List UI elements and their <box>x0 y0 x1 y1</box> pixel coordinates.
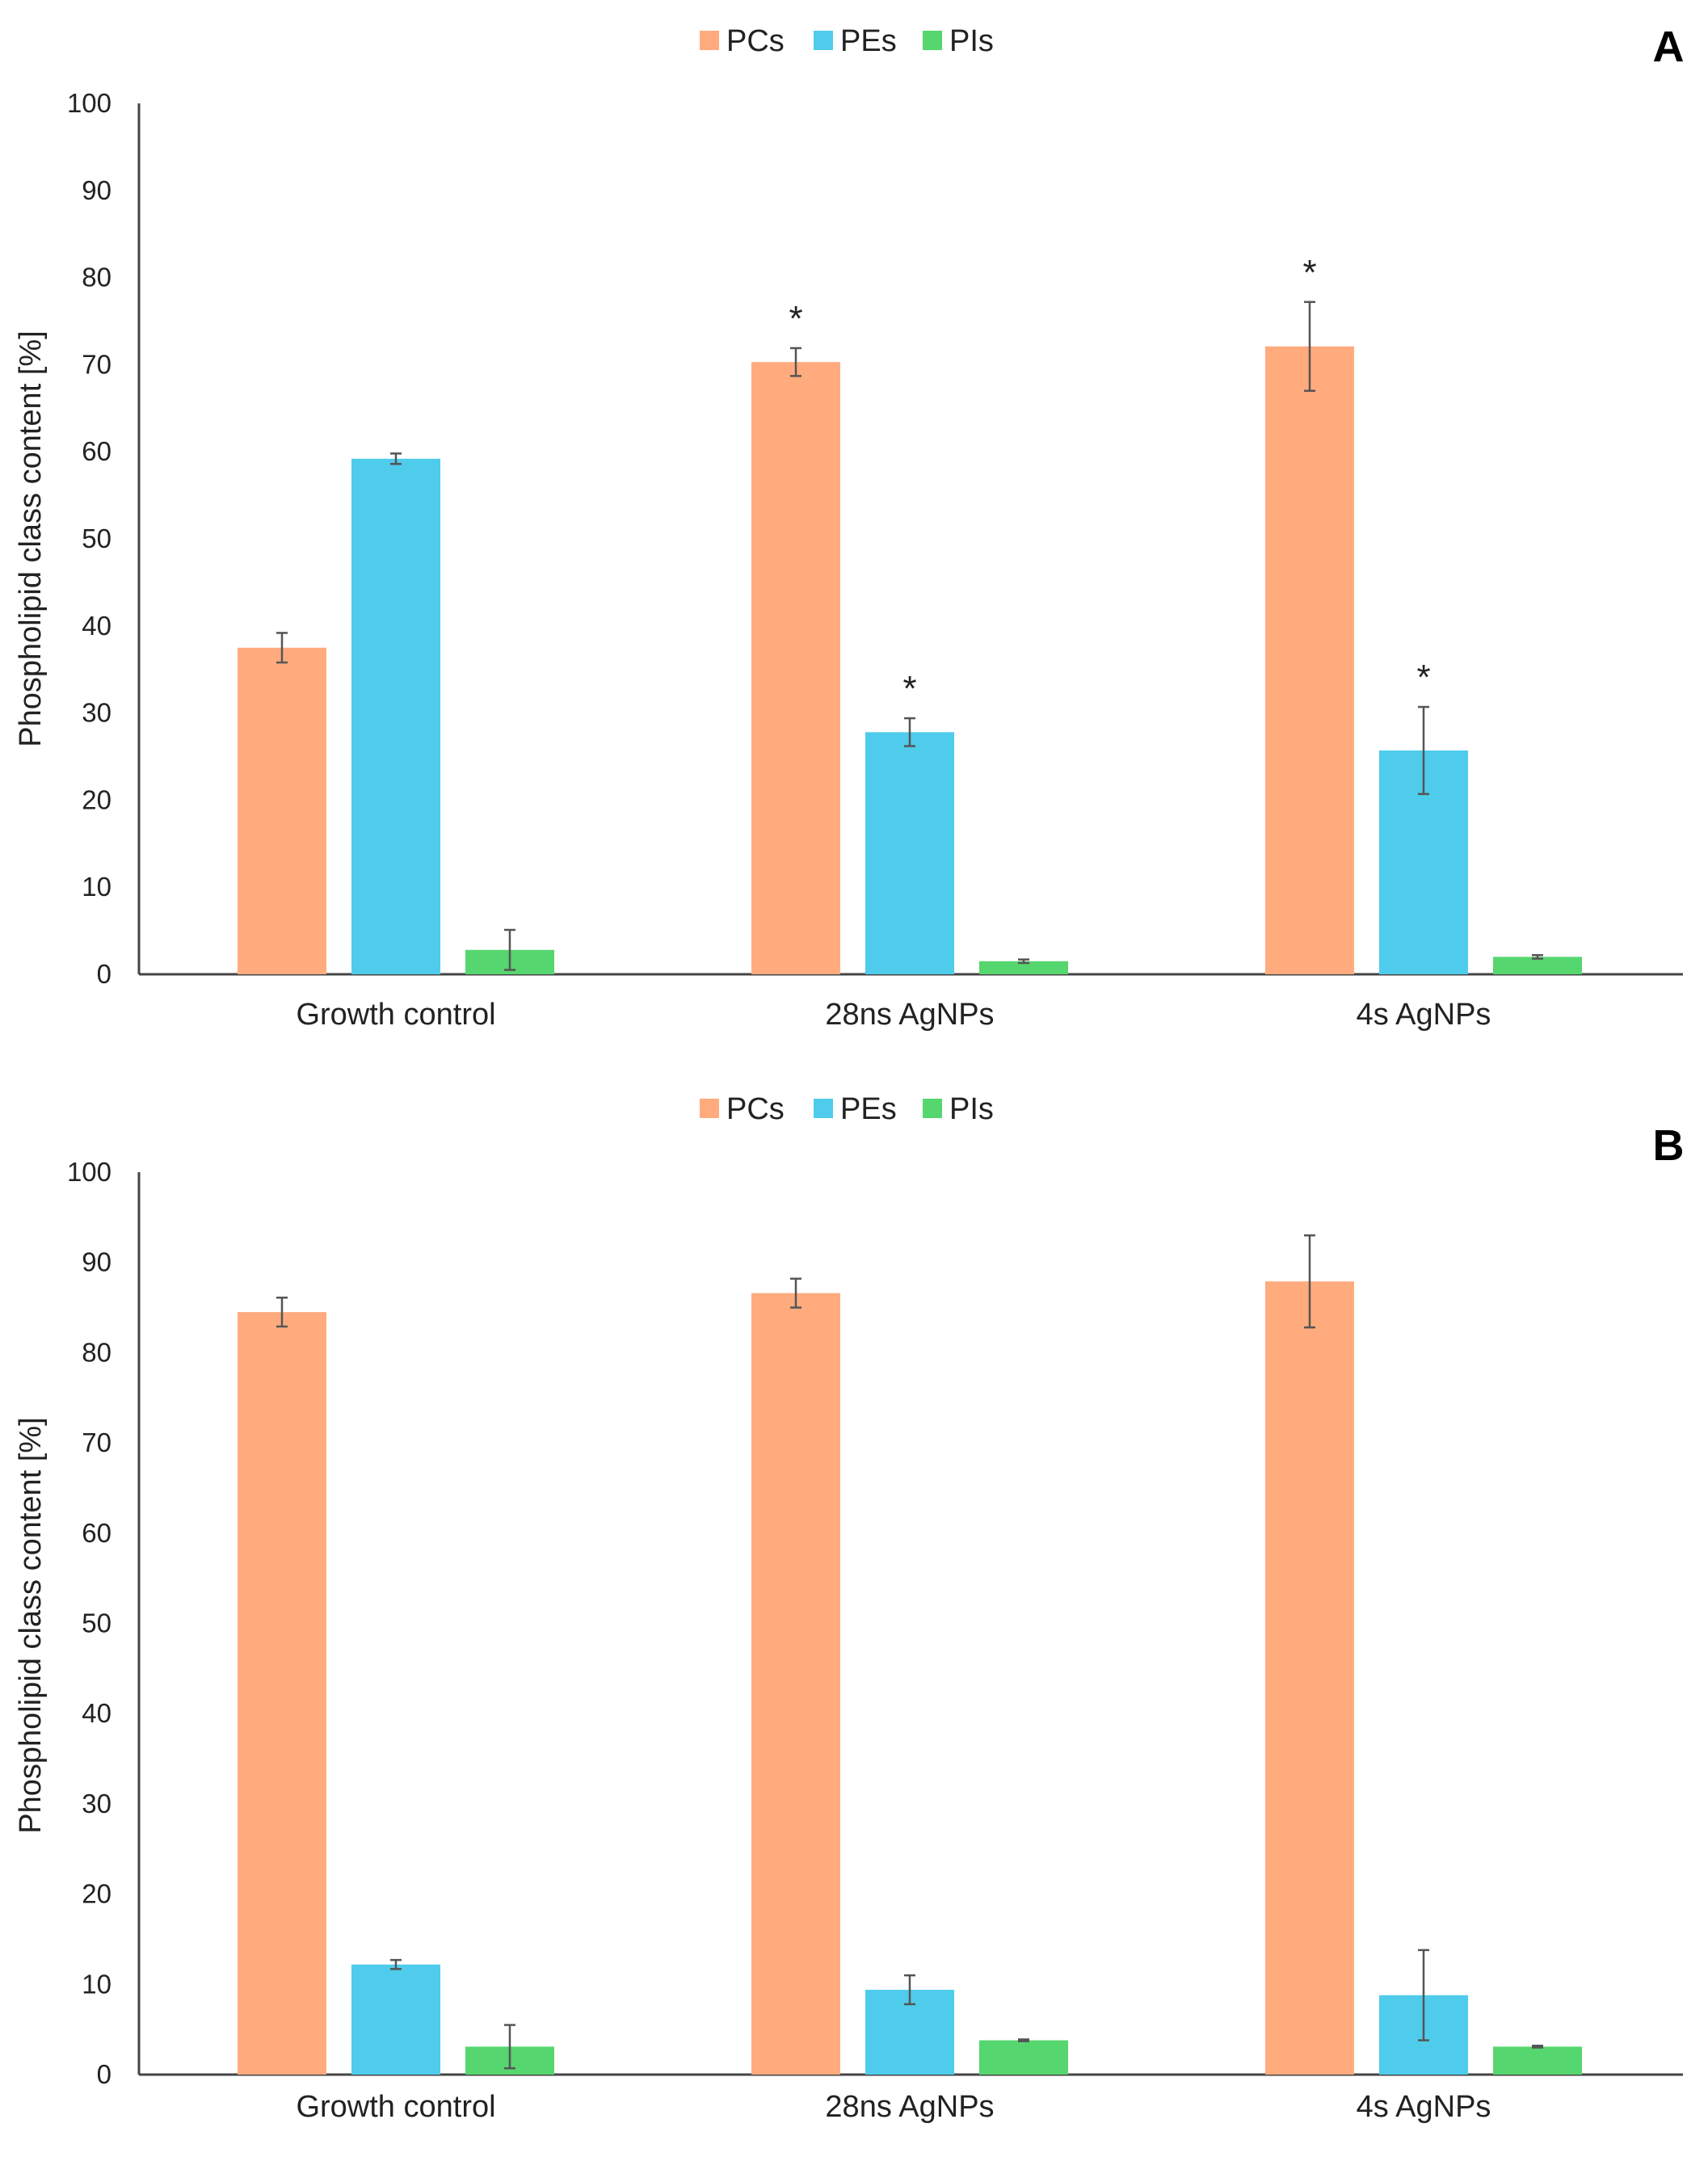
legend-label-pis: PIs <box>949 24 994 58</box>
x-category-label: 28ns AgNPs <box>825 998 994 1032</box>
bar-pis <box>1493 2046 1582 2075</box>
legend-label-pes: PEs <box>840 24 897 58</box>
y-tick-label: 80 <box>82 263 111 292</box>
y-axis-title: Phospholipid class content [%] <box>14 1417 48 1833</box>
legend-swatch-pcs <box>700 31 719 50</box>
significance-marker: * <box>902 669 916 708</box>
legend-label-pcs: PCs <box>726 1092 785 1126</box>
y-tick-label: 90 <box>82 175 111 205</box>
legend-swatch-pis <box>923 1099 942 1118</box>
chart-panel-a: 0 10 20 30 40 50 60 70 80 90 100 Phospholipid class… <box>14 23 1685 1032</box>
bar-pes <box>865 732 954 974</box>
y-tick-label: 80 <box>82 1337 111 1367</box>
y-tick-label: 60 <box>82 1518 111 1548</box>
legend-swatch-pes <box>814 31 833 50</box>
y-tick-label: 10 <box>82 872 111 902</box>
y-axis-title: Phospholipid class content [%] <box>14 330 48 746</box>
y-tick-label: 0 <box>97 2059 111 2089</box>
y-tick-label: 20 <box>82 784 111 814</box>
legend-label-pes: PEs <box>840 1092 897 1126</box>
significance-marker: * <box>1302 253 1316 292</box>
y-tick-label: 50 <box>82 1608 111 1638</box>
legend-label-pcs: PCs <box>726 24 785 58</box>
bar-pis <box>1493 957 1582 974</box>
y-tick-label: 20 <box>82 1879 111 1909</box>
y-tick-label: 40 <box>82 611 111 641</box>
x-category-label: 28ns AgNPs <box>825 2090 994 2124</box>
y-tick-label: 40 <box>82 1698 111 1728</box>
y-tick-label: 50 <box>82 523 111 553</box>
bar-pcs <box>751 1293 840 2075</box>
bar-pcs <box>1265 1281 1354 2075</box>
y-tick-label: 90 <box>82 1247 111 1277</box>
x-category-label: Growth control <box>296 998 495 1032</box>
bar-pes <box>351 458 440 974</box>
chart-panel-b: 0 10 20 30 40 50 60 70 80 90 100 Phospholipid class… <box>14 1092 1685 2124</box>
x-category-label: 4s AgNPs <box>1357 2090 1491 2124</box>
legend-swatch-pcs <box>700 1099 719 1118</box>
bar-pis <box>979 2040 1068 2075</box>
x-category-label: 4s AgNPs <box>1357 998 1491 1032</box>
bar-pis <box>979 961 1068 974</box>
panel-label: A <box>1653 23 1685 71</box>
y-tick-label: 60 <box>82 436 111 466</box>
bar-pcs <box>751 362 840 974</box>
bar-pcs <box>1265 346 1354 975</box>
bar-pcs <box>238 647 326 974</box>
y-tick-label: 0 <box>97 959 111 989</box>
y-tick-label: 100 <box>67 1157 111 1187</box>
y-tick-label: 70 <box>82 349 111 379</box>
bar-pes <box>351 1964 440 2075</box>
panel-label: B <box>1653 1121 1685 1170</box>
x-category-label: Growth control <box>296 2090 495 2124</box>
y-tick-label: 70 <box>82 1427 111 1457</box>
y-tick-label: 30 <box>82 1789 111 1819</box>
y-tick-label: 30 <box>82 698 111 728</box>
significance-marker: * <box>1416 658 1430 697</box>
legend-swatch-pes <box>814 1099 833 1118</box>
y-tick-label: 10 <box>82 1969 111 1999</box>
significance-marker: * <box>789 299 802 338</box>
legend-swatch-pis <box>923 31 942 50</box>
legend-label-pis: PIs <box>949 1092 994 1126</box>
bar-pcs <box>238 1312 326 2075</box>
y-tick-label: 100 <box>67 88 111 118</box>
